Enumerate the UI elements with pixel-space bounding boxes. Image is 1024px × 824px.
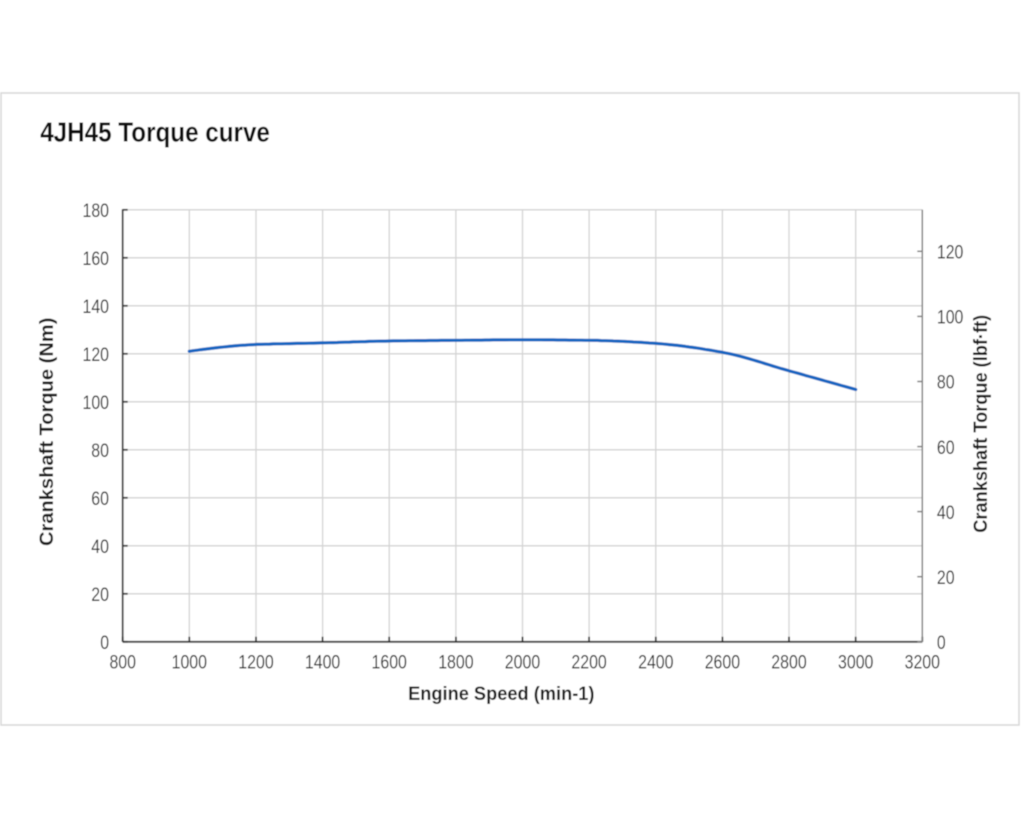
svg-text:Engine Speed (min-1): Engine Speed (min-1) — [408, 683, 594, 705]
svg-text:60: 60 — [937, 437, 955, 459]
svg-text:100: 100 — [937, 307, 964, 329]
svg-text:0: 0 — [937, 632, 946, 654]
svg-text:120: 120 — [937, 242, 964, 264]
svg-text:80: 80 — [937, 372, 955, 394]
svg-text:20: 20 — [937, 567, 955, 589]
svg-text:80: 80 — [91, 440, 109, 462]
svg-text:2200: 2200 — [571, 651, 607, 673]
svg-text:1400: 1400 — [305, 651, 341, 673]
svg-text:2400: 2400 — [638, 651, 674, 673]
svg-text:2800: 2800 — [771, 651, 807, 673]
svg-text:1800: 1800 — [438, 651, 474, 673]
svg-text:2000: 2000 — [505, 651, 541, 673]
svg-text:Crankshaft Torque (lbf·ft): Crankshaft Torque (lbf·ft) — [970, 315, 992, 533]
svg-text:40: 40 — [91, 536, 109, 558]
svg-text:1000: 1000 — [172, 651, 208, 673]
svg-text:1600: 1600 — [372, 651, 408, 673]
svg-text:0: 0 — [100, 632, 109, 654]
svg-text:2600: 2600 — [705, 651, 741, 673]
svg-text:800: 800 — [109, 651, 136, 673]
svg-text:100: 100 — [83, 392, 110, 414]
svg-text:3000: 3000 — [838, 651, 874, 673]
svg-text:20: 20 — [91, 584, 109, 606]
svg-text:160: 160 — [83, 248, 110, 270]
svg-text:40: 40 — [937, 502, 955, 524]
svg-text:140: 140 — [83, 296, 110, 318]
svg-text:120: 120 — [83, 344, 110, 366]
svg-text:3200: 3200 — [905, 651, 941, 673]
svg-text:Crankshaft Torque (Nm): Crankshaft Torque (Nm) — [36, 318, 58, 547]
svg-text:60: 60 — [91, 488, 109, 510]
svg-text:1200: 1200 — [238, 651, 274, 673]
svg-text:4JH45 Torque curve: 4JH45 Torque curve — [40, 116, 270, 147]
svg-text:180: 180 — [83, 200, 110, 222]
